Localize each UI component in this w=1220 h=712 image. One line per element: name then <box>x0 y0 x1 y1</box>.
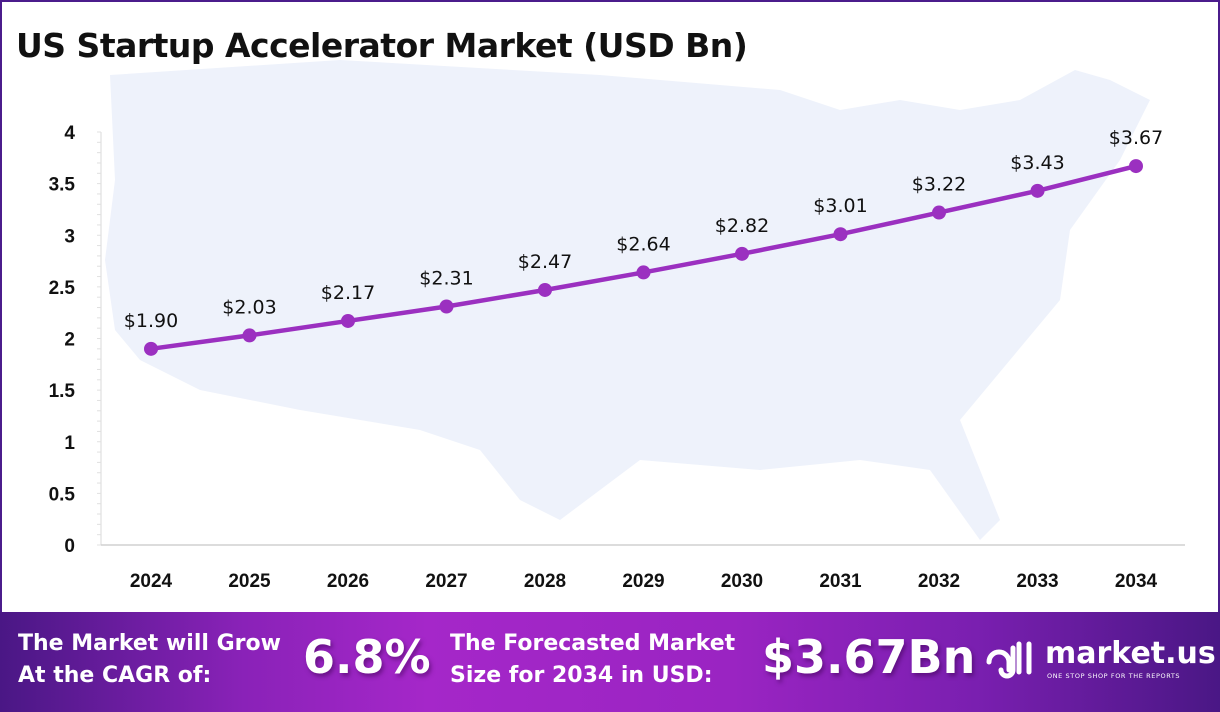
data-label: $2.31 <box>419 267 473 289</box>
data-point <box>932 205 946 220</box>
x-tick-label: 2030 <box>721 571 763 592</box>
y-tick-label: 2 <box>64 330 75 351</box>
data-label: $2.82 <box>715 215 769 237</box>
data-point <box>538 282 552 297</box>
logo-tagline: ONE STOP SHOP FOR THE REPORTS <box>1047 672 1181 680</box>
data-label: $3.01 <box>813 195 867 217</box>
forecast-label-1: The Forecasted Market <box>450 631 736 656</box>
x-tick-label: 2029 <box>622 571 664 592</box>
data-point <box>1129 159 1143 174</box>
data-label: $2.17 <box>321 282 375 304</box>
y-tick-label: 1.5 <box>49 381 76 402</box>
data-label: $2.64 <box>616 233 670 255</box>
y-tick-label: 0 <box>64 536 75 557</box>
us-map-background <box>105 60 1150 540</box>
y-tick-label: 4 <box>64 123 75 144</box>
cagr-label-1: The Market will Grow <box>18 631 281 656</box>
forecast-label-2: Size for 2034 in USD: <box>450 663 713 688</box>
data-label: $3.22 <box>912 174 966 196</box>
x-tick-label: 2025 <box>228 571 271 592</box>
data-point <box>439 299 454 314</box>
cagr-label-2: At the CAGR of: <box>18 663 212 688</box>
market-us-logo-icon <box>986 641 1032 679</box>
x-tick-label: 2034 <box>1115 571 1158 592</box>
data-label: $1.90 <box>124 310 178 332</box>
x-tick-label: 2024 <box>130 571 173 592</box>
x-tick-label: 2033 <box>1016 571 1058 592</box>
summary-banner: The Market will Grow At the CAGR of: 6.8… <box>0 612 1220 712</box>
data-point <box>341 313 355 328</box>
cagr-value: 6.8% <box>303 630 431 684</box>
x-tick-label: 2031 <box>819 571 862 592</box>
x-tick-label: 2032 <box>918 571 960 592</box>
data-label: $2.47 <box>518 251 572 273</box>
forecast-value: $3.67Bn <box>762 630 976 684</box>
x-tick-label: 2026 <box>327 571 369 592</box>
x-tick-label: 2027 <box>425 571 467 592</box>
data-point <box>833 227 848 242</box>
y-tick-label: 0.5 <box>49 484 76 505</box>
x-tick-label: 2028 <box>524 571 566 592</box>
y-tick-label: 2.5 <box>49 278 76 299</box>
chart-title: US Startup Accelerator Market (USD Bn) <box>16 26 748 65</box>
logo-text: market.us <box>1045 636 1216 671</box>
data-label: $3.43 <box>1010 152 1064 174</box>
chart: 0 0.5 1 1.5 2 2.5 3 3.5 4 2024 2025 2026 2027 2028 202… <box>49 60 1185 592</box>
data-point <box>636 265 651 280</box>
data-label: $2.03 <box>222 296 276 318</box>
data-point <box>242 328 257 343</box>
data-point <box>144 341 158 356</box>
data-point <box>735 246 749 261</box>
y-tick-label: 3.5 <box>49 175 76 196</box>
data-label: $3.67 <box>1109 127 1163 149</box>
y-tick-label: 1 <box>64 433 75 454</box>
y-tick-label: 3 <box>64 226 75 247</box>
data-point <box>1030 183 1045 198</box>
